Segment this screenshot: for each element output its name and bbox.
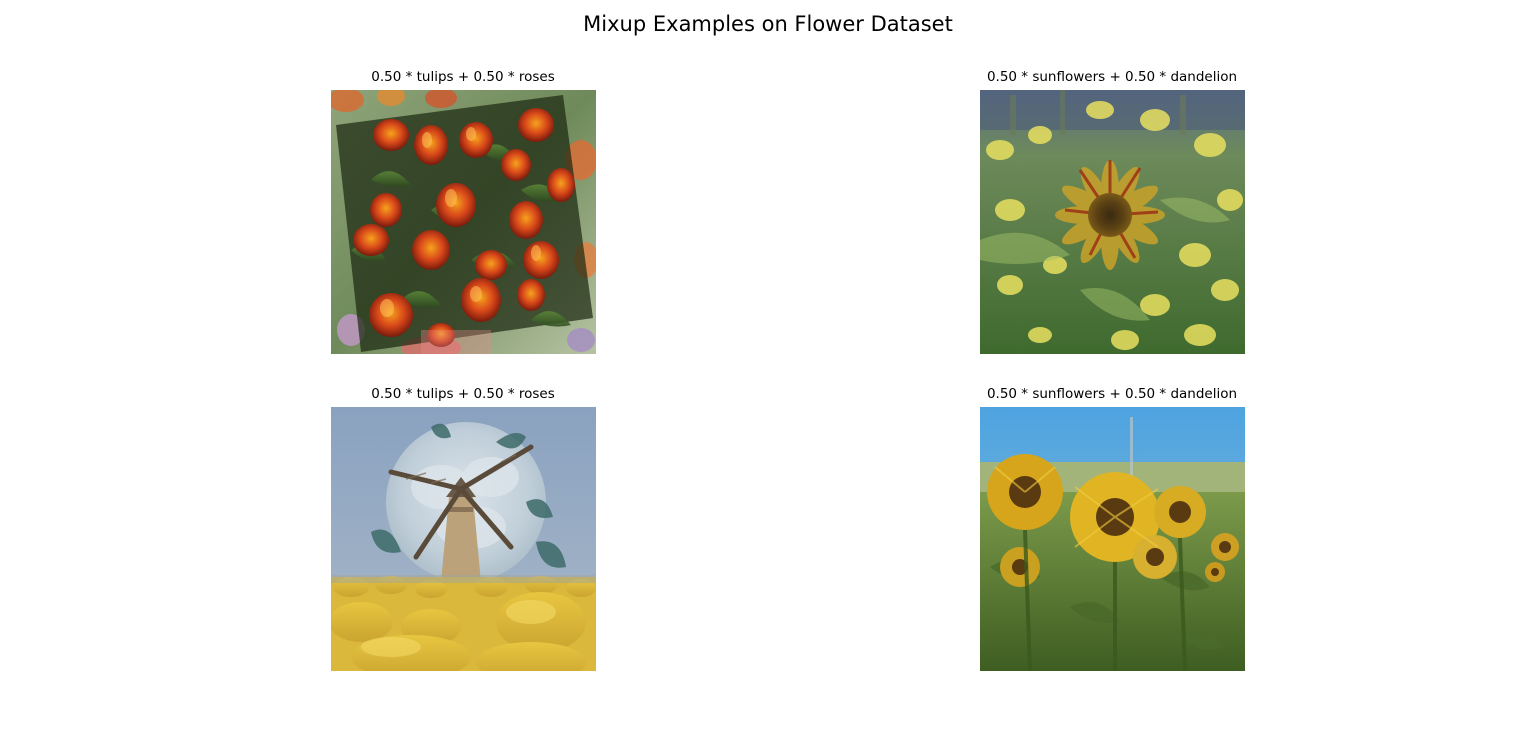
figure-title: Mixup Examples on Flower Dataset: [583, 12, 953, 36]
panel-title-top-left: 0.50 * tulips + 0.50 * roses: [371, 69, 555, 85]
mixup-image-tulips-roses-2: [331, 407, 596, 671]
panel-title-bottom-right: 0.50 * sunflowers + 0.50 * dandelion: [986, 386, 1238, 402]
mixup-image-tulips-roses-1: [331, 90, 596, 354]
panel-title-top-right: 0.50 * sunflowers + 0.50 * dandelion: [986, 69, 1238, 85]
mixup-image-sunflowers-dandelion-2: [980, 407, 1245, 671]
mixup-image-sunflowers-dandelion-1: [980, 90, 1245, 354]
panel-title-bottom-left: 0.50 * tulips + 0.50 * roses: [371, 386, 555, 402]
